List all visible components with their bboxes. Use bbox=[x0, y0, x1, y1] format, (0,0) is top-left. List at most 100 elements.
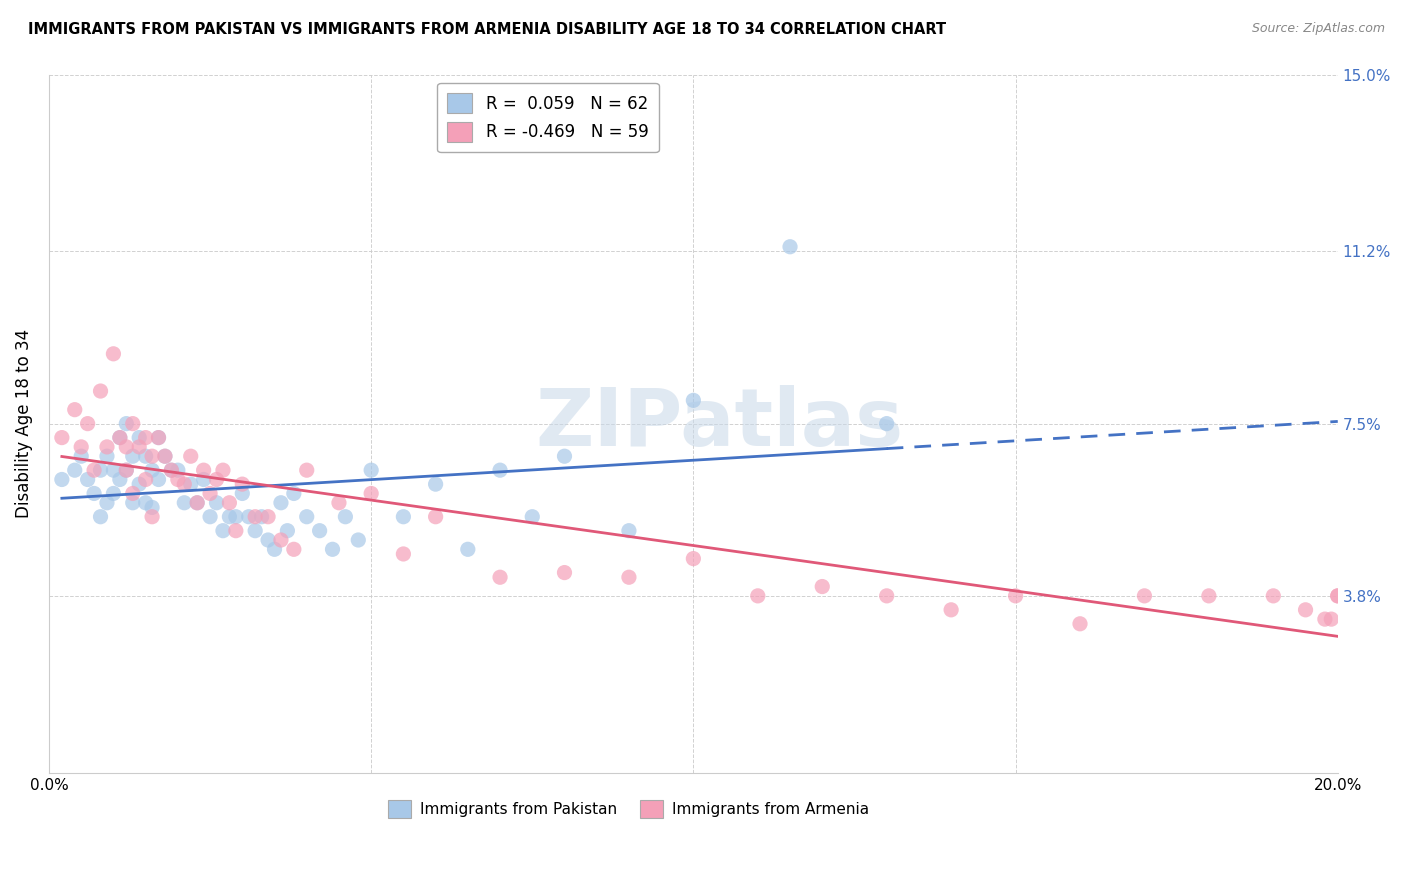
Point bbox=[553, 449, 575, 463]
Point bbox=[270, 533, 292, 547]
Point bbox=[148, 431, 170, 445]
Point bbox=[1320, 612, 1343, 626]
Point bbox=[141, 500, 163, 515]
Point bbox=[212, 463, 235, 477]
Point bbox=[1198, 589, 1220, 603]
Point bbox=[153, 449, 176, 463]
Legend: Immigrants from Pakistan, Immigrants from Armenia: Immigrants from Pakistan, Immigrants fro… bbox=[382, 794, 876, 824]
Point bbox=[89, 463, 111, 477]
Point bbox=[489, 570, 512, 584]
Point bbox=[1069, 616, 1091, 631]
Point bbox=[51, 473, 73, 487]
Point bbox=[96, 440, 118, 454]
Text: Source: ZipAtlas.com: Source: ZipAtlas.com bbox=[1251, 22, 1385, 36]
Point bbox=[308, 524, 330, 538]
Point bbox=[218, 509, 240, 524]
Text: IMMIGRANTS FROM PAKISTAN VS IMMIGRANTS FROM ARMENIA DISABILITY AGE 18 TO 34 CORR: IMMIGRANTS FROM PAKISTAN VS IMMIGRANTS F… bbox=[28, 22, 946, 37]
Point bbox=[682, 393, 704, 408]
Point bbox=[135, 473, 157, 487]
Point bbox=[257, 533, 280, 547]
Point bbox=[205, 496, 228, 510]
Point bbox=[747, 589, 769, 603]
Point bbox=[328, 496, 350, 510]
Point bbox=[135, 449, 157, 463]
Point bbox=[135, 496, 157, 510]
Point bbox=[1004, 589, 1026, 603]
Point bbox=[457, 542, 479, 557]
Point bbox=[225, 509, 247, 524]
Point bbox=[186, 496, 208, 510]
Point bbox=[76, 417, 98, 431]
Point bbox=[283, 486, 305, 500]
Point bbox=[360, 463, 382, 477]
Point bbox=[173, 496, 195, 510]
Point bbox=[70, 449, 93, 463]
Point bbox=[225, 524, 247, 538]
Point bbox=[121, 486, 143, 500]
Point bbox=[1133, 589, 1156, 603]
Point bbox=[682, 551, 704, 566]
Point bbox=[1263, 589, 1285, 603]
Point bbox=[1326, 589, 1348, 603]
Point bbox=[70, 440, 93, 454]
Point bbox=[347, 533, 370, 547]
Point bbox=[186, 496, 208, 510]
Point bbox=[425, 477, 447, 491]
Point bbox=[212, 524, 235, 538]
Point bbox=[115, 463, 138, 477]
Point bbox=[180, 477, 202, 491]
Point bbox=[128, 477, 150, 491]
Point bbox=[360, 486, 382, 500]
Point bbox=[779, 240, 801, 254]
Point bbox=[83, 463, 105, 477]
Point bbox=[76, 473, 98, 487]
Point bbox=[115, 440, 138, 454]
Point bbox=[335, 509, 357, 524]
Point bbox=[148, 473, 170, 487]
Point bbox=[89, 509, 111, 524]
Point bbox=[489, 463, 512, 477]
Point bbox=[180, 449, 202, 463]
Point bbox=[876, 417, 898, 431]
Point bbox=[63, 402, 86, 417]
Point bbox=[121, 449, 143, 463]
Point bbox=[1295, 603, 1317, 617]
Point bbox=[1326, 589, 1348, 603]
Point bbox=[115, 417, 138, 431]
Point bbox=[141, 463, 163, 477]
Point bbox=[96, 496, 118, 510]
Point bbox=[392, 547, 415, 561]
Point bbox=[270, 496, 292, 510]
Point bbox=[198, 486, 221, 500]
Point bbox=[243, 524, 266, 538]
Point bbox=[617, 524, 640, 538]
Point bbox=[283, 542, 305, 557]
Point bbox=[250, 509, 273, 524]
Point bbox=[108, 431, 131, 445]
Point bbox=[96, 449, 118, 463]
Point bbox=[553, 566, 575, 580]
Point bbox=[198, 509, 221, 524]
Point bbox=[276, 524, 298, 538]
Point bbox=[103, 486, 125, 500]
Point bbox=[218, 496, 240, 510]
Point bbox=[295, 463, 318, 477]
Point bbox=[128, 431, 150, 445]
Point bbox=[193, 473, 215, 487]
Point bbox=[243, 509, 266, 524]
Point bbox=[876, 589, 898, 603]
Point bbox=[231, 477, 253, 491]
Point bbox=[83, 486, 105, 500]
Point bbox=[939, 603, 962, 617]
Point bbox=[121, 496, 143, 510]
Point bbox=[160, 463, 183, 477]
Point bbox=[193, 463, 215, 477]
Point bbox=[148, 431, 170, 445]
Point bbox=[392, 509, 415, 524]
Point bbox=[153, 449, 176, 463]
Text: ZIPatlas: ZIPatlas bbox=[536, 384, 903, 463]
Point bbox=[173, 477, 195, 491]
Point bbox=[128, 440, 150, 454]
Point bbox=[108, 431, 131, 445]
Point bbox=[160, 463, 183, 477]
